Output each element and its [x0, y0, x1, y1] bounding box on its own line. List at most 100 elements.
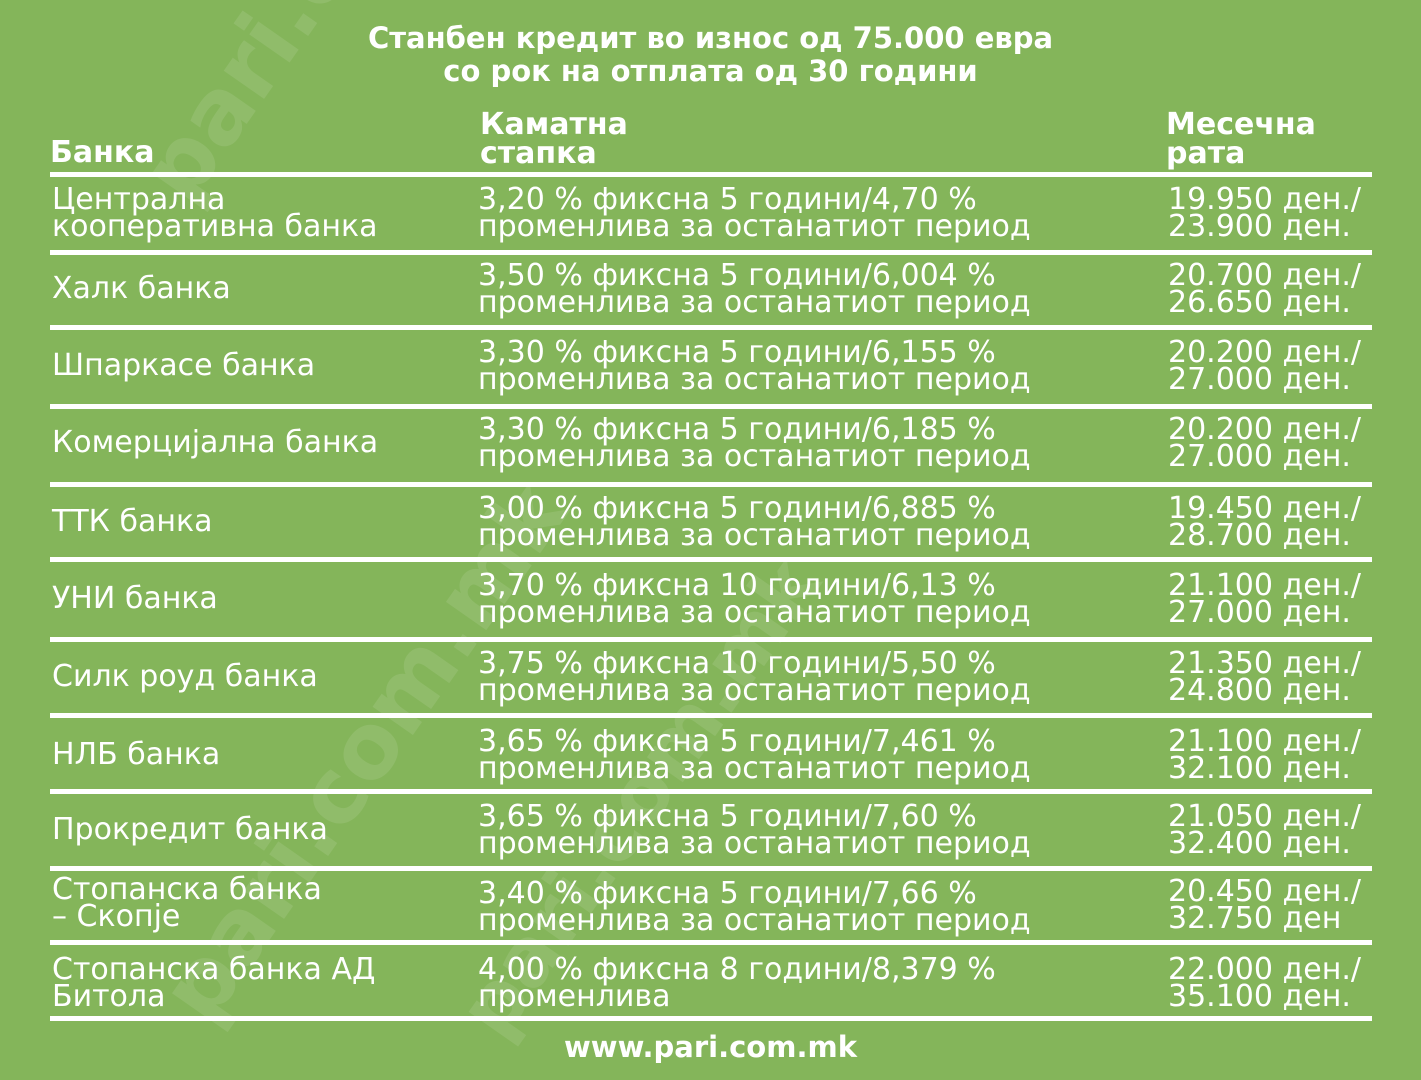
monthly-payment-line-1: 20.200 ден./ [1168, 335, 1361, 370]
interest-rate-line-2: променлива за останатиот период [478, 826, 1031, 861]
interest-rate: 3,00 % фиксна 5 години/6,885 % променлив… [478, 491, 1031, 553]
header-divider [50, 172, 1372, 177]
interest-rate-line-2: променлива [478, 979, 671, 1014]
monthly-payment: 20.700 ден./ 26.650 ден. [1168, 258, 1361, 320]
interest-rate: 3,70 % фиксна 10 години/6,13 % променлив… [478, 568, 1031, 630]
bank-name-line-1: Стопанска банка [52, 872, 322, 907]
bank-name: ТТК банка [52, 495, 213, 539]
interest-rate-line-2: променлива за останатиот период [478, 209, 1031, 244]
row-divider [50, 789, 1372, 794]
row-divider [50, 404, 1372, 409]
monthly-payment: 21.100 ден./ 27.000 ден. [1168, 568, 1361, 630]
monthly-payment: 20.450 ден./ 32.750 ден [1168, 874, 1361, 936]
interest-rate: 3,65 % фиксна 5 години/7,60 % променлива… [478, 799, 1031, 861]
bank-name-line-2: – Скопје [52, 899, 181, 934]
bank-name: УНИ банка [52, 572, 218, 616]
row-divider [50, 940, 1372, 945]
bank-name-line-1: Силк роуд банка [52, 659, 318, 694]
bank-name-line-1: Комерцијална банка [52, 425, 379, 460]
monthly-payment-line-1: 21.100 ден./ [1168, 724, 1361, 759]
monthly-payment: 22.000 ден./ 35.100 ден. [1168, 952, 1361, 1014]
monthly-payment-line-1: 21.350 ден./ [1168, 646, 1361, 681]
monthly-payment-line-1: 19.450 ден./ [1168, 491, 1361, 526]
bank-name-line-2: Битола [52, 979, 166, 1014]
monthly-payment-line-1: 20.700 ден./ [1168, 258, 1361, 293]
monthly-payment-line-2: 32.100 ден. [1168, 751, 1351, 786]
interest-rate: 3,30 % фиксна 5 години/6,185 % променлив… [478, 412, 1031, 474]
interest-rate-line-1: 4,00 % фиксна 8 години/8,379 % [478, 952, 996, 987]
interest-rate-line-1: 3,30 % фиксна 5 години/6,185 % [478, 412, 996, 447]
bank-name-line-1: Прокредит банка [52, 812, 328, 847]
row-divider [50, 713, 1372, 718]
bank-name-line-1: Халк банка [52, 271, 231, 306]
interest-rate-line-1: 3,00 % фиксна 5 години/6,885 % [478, 491, 996, 526]
monthly-payment-line-1: 22.000 ден./ [1168, 952, 1361, 987]
bank-name: Прокредит банка [52, 803, 328, 847]
bank-name: НЛБ банка [52, 728, 221, 772]
bank-name: Халк банка [52, 262, 231, 306]
interest-rate-line-1: 3,30 % фиксна 5 години/6,155 % [478, 335, 996, 370]
column-header-bank: Банка [50, 135, 155, 170]
interest-rate-line-1: 3,75 % фиксна 10 години/5,50 % [478, 646, 996, 681]
bank-name: Комерцијална банка [52, 416, 379, 460]
monthly-payment-line-2: 27.000 ден. [1168, 439, 1351, 474]
monthly-payment-line-1: 19.950 ден./ [1168, 182, 1361, 217]
monthly-payment: 20.200 ден./ 27.000 ден. [1168, 412, 1361, 474]
page-title: Станбен кредит во износ од 75.000 евра с… [0, 22, 1421, 88]
interest-rate-line-2: променлива за останатиот период [478, 903, 1031, 938]
bank-name-line-1: НЛБ банка [52, 737, 221, 772]
monthly-payment-line-2: 26.650 ден. [1168, 285, 1351, 320]
monthly-payment: 19.450 ден./ 28.700 ден. [1168, 491, 1361, 551]
rate-header-line-1: Каматна [480, 107, 628, 142]
interest-rate-line-1: 3,65 % фиксна 5 години/7,60 % [478, 799, 977, 834]
interest-rate: 3,20 % фиксна 5 години/4,70 % променлива… [478, 182, 1031, 244]
monthly-payment-line-1: 21.100 ден./ [1168, 568, 1361, 603]
monthly-payment: 21.350 ден./ 24.800 ден. [1168, 646, 1361, 708]
monthly-payment: 21.050 ден./ 32.400 ден. [1168, 799, 1361, 861]
interest-rate-line-2: променлива за останатиот период [478, 673, 1031, 708]
title-line-2: со рок на отплата од 30 години [443, 54, 978, 88]
column-header-rate: Каматна стапка [480, 107, 628, 171]
interest-rate: 4,00 % фиксна 8 години/8,379 % променлив… [478, 952, 996, 1014]
monthly-header-line-1: Месечна [1166, 107, 1316, 142]
row-divider [50, 325, 1372, 330]
monthly-payment-line-2: 27.000 ден. [1168, 595, 1351, 630]
monthly-payment-line-2: 35.100 ден. [1168, 979, 1351, 1014]
monthly-payment-line-1: 20.450 ден./ [1168, 874, 1361, 909]
row-divider [50, 866, 1372, 871]
interest-rate-line-2: променлива за останатиот период [478, 751, 1031, 786]
monthly-payment-line-2: 24.800 ден. [1168, 673, 1351, 708]
bank-name: Шпаркасе банка [52, 339, 316, 383]
rate-header-line-2: стапка [480, 136, 597, 171]
interest-rate-line-2: променлива за останатиот период [478, 595, 1031, 630]
interest-rate: 3,30 % фиксна 5 години/6,155 % променлив… [478, 335, 1031, 395]
interest-rate-line-2: променлива за останатиот период [478, 285, 1031, 320]
bank-name-line-1: УНИ банка [52, 581, 218, 616]
bank-name-line-1: Шпаркасе банка [52, 348, 316, 383]
monthly-payment: 19.950 ден./ 23.900 ден. [1168, 182, 1361, 242]
row-divider [50, 557, 1372, 562]
bank-name: Стопанска банка – Скопје [52, 872, 322, 934]
bank-name: Централна кооперативна банка [52, 182, 378, 242]
interest-rate: 3,40 % фиксна 5 години/7,66 % променлива… [478, 876, 1031, 938]
interest-rate-line-2: променлива за останатиот период [478, 439, 1031, 474]
monthly-payment-line-2: 32.400 ден. [1168, 826, 1351, 861]
interest-rate: 3,50 % фиксна 5 години/6,004 % променлив… [478, 258, 1031, 320]
interest-rate-line-1: 3,70 % фиксна 10 години/6,13 % [478, 568, 996, 603]
monthly-payment-line-1: 21.050 ден./ [1168, 799, 1361, 834]
interest-rate-line-1: 3,20 % фиксна 5 години/4,70 % [478, 182, 977, 217]
interest-rate-line-2: променлива за останатиот период [478, 518, 1031, 553]
row-divider [50, 637, 1372, 642]
interest-rate: 3,65 % фиксна 5 години/7,461 % променлив… [478, 724, 1031, 786]
interest-rate-line-1: 3,65 % фиксна 5 години/7,461 % [478, 724, 996, 759]
row-divider [50, 1016, 1372, 1021]
interest-rate-line-1: 3,50 % фиксна 5 години/6,004 % [478, 258, 996, 293]
monthly-payment-line-1: 20.200 ден./ [1168, 412, 1361, 447]
bank-name-line-1: ТТК банка [52, 504, 213, 539]
interest-rate-line-1: 3,40 % фиксна 5 години/7,66 % [478, 876, 977, 911]
monthly-payment: 20.200 ден./ 27.000 ден. [1168, 335, 1361, 395]
bank-name-line-1: Стопанска банка АД [52, 952, 376, 987]
monthly-payment-line-2: 32.750 ден [1168, 901, 1342, 936]
title-line-1: Станбен кредит во износ од 75.000 евра [367, 21, 1054, 55]
bank-name-line-1: Централна [52, 182, 226, 217]
